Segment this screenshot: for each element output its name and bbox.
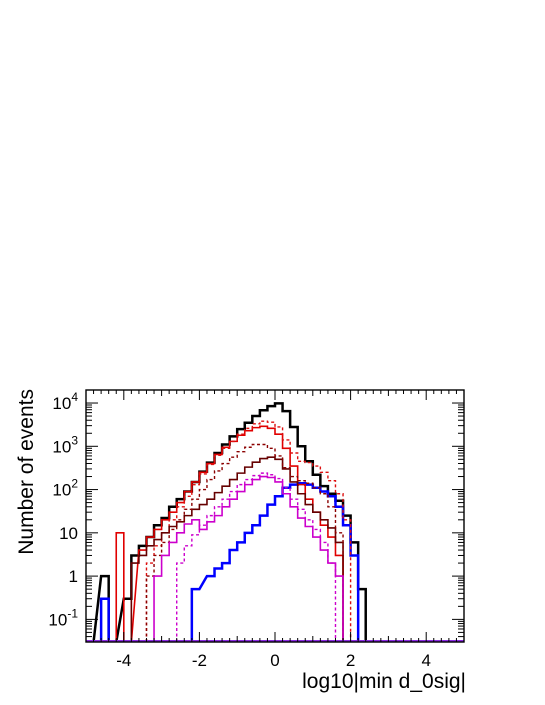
histogram-series-3 [115,425,351,642]
histogram-series-4 [145,420,359,642]
series-layer [86,402,464,642]
y-axis-title: Number of events [15,389,38,555]
tick-label-layer: -4 -2 0 2 4 10-1 1 10 102 103 104 [48,390,431,670]
histogram-series-6 [145,443,351,642]
x-tick-label: 4 [421,651,430,670]
x-tick-label: 0 [270,651,279,670]
y-tick-label: 1 [69,567,78,586]
histogram-series-5 [123,456,351,642]
x-axis-title: log10|min d_0sig| [302,670,466,693]
tick-layer [85,389,465,643]
x-tick-label: -2 [192,651,207,670]
y-tick-label: 102 [52,477,78,500]
y-tick-label: 103 [52,433,78,456]
y-tick-label: 10 [59,524,78,543]
y-tick-label: 10-1 [48,606,78,629]
histogram-series-1 [86,402,374,642]
histogram-series-2 [99,481,366,642]
x-tick-label: -4 [116,651,131,670]
histogram-series-7 [146,475,351,642]
histogram-series-8 [176,472,344,642]
x-tick-label: 2 [346,651,355,670]
y-tick-label: 104 [52,390,78,413]
